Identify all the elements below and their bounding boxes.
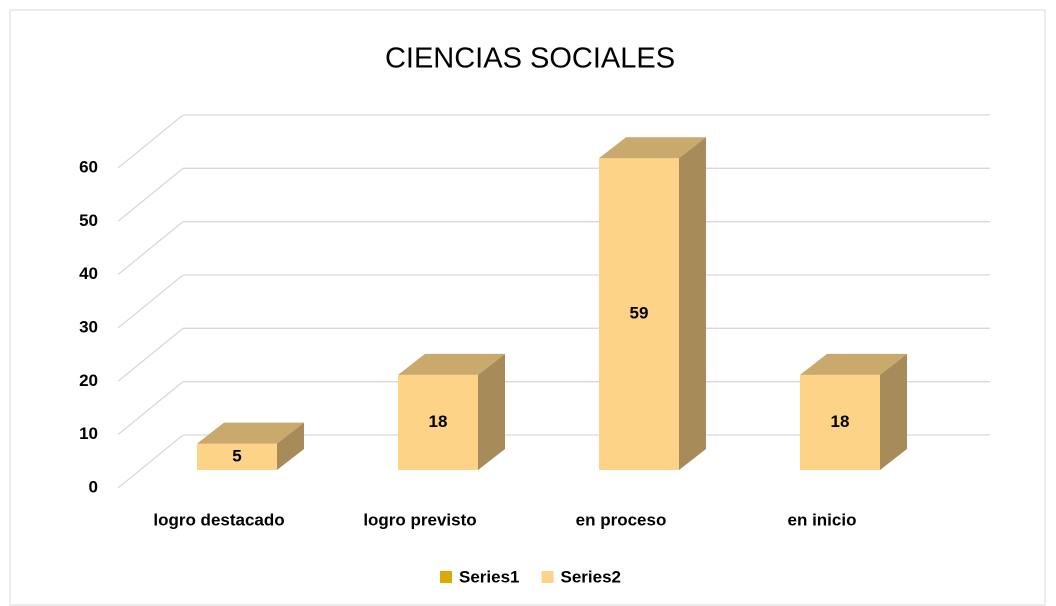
grid-line-depth: [117, 274, 184, 329]
x-tick-label: logro destacado: [153, 510, 284, 529]
bar-top: [197, 422, 304, 444]
data-label: 18: [831, 412, 850, 431]
y-tick-label: 50: [79, 211, 98, 230]
grid-line-depth: [117, 434, 184, 489]
bar-side: [478, 353, 505, 470]
grid-line-depth: [117, 221, 184, 276]
bar: [599, 158, 679, 471]
y-tick-label: 20: [79, 371, 98, 390]
bar: [800, 374, 880, 470]
legend-swatch: [440, 571, 452, 583]
bar-side: [679, 137, 706, 471]
x-tick-label: en proceso: [576, 510, 667, 529]
chart-frame: [9, 9, 1046, 606]
y-tick-label: 0: [89, 477, 98, 496]
y-tick-label: 60: [79, 157, 98, 176]
chart-title: CIENCIAS SOCIALES: [385, 43, 675, 75]
bar-side: [277, 422, 304, 470]
grid-line-depth: [117, 381, 184, 436]
bar-top: [800, 353, 907, 375]
legend-swatch: [541, 571, 554, 583]
grid-line-depth: [117, 114, 184, 169]
y-tick-label: 40: [79, 264, 98, 283]
bar: [398, 374, 478, 470]
y-tick-label: 10: [79, 424, 98, 443]
data-label: 5: [232, 446, 241, 465]
bar-top: [398, 353, 505, 375]
x-tick-label: en inicio: [788, 510, 857, 529]
data-label: 59: [630, 304, 649, 323]
bar-top: [599, 137, 706, 159]
bar: [197, 443, 277, 470]
x-tick-label: logro previsto: [363, 510, 476, 529]
bar-side: [880, 353, 907, 470]
data-label: 18: [429, 412, 448, 431]
legend-label: Series2: [561, 567, 622, 586]
grid-line-depth: [117, 167, 184, 222]
y-tick-label: 30: [79, 317, 98, 336]
grid-line-depth: [117, 327, 184, 382]
legend-label: Series1: [459, 567, 520, 586]
